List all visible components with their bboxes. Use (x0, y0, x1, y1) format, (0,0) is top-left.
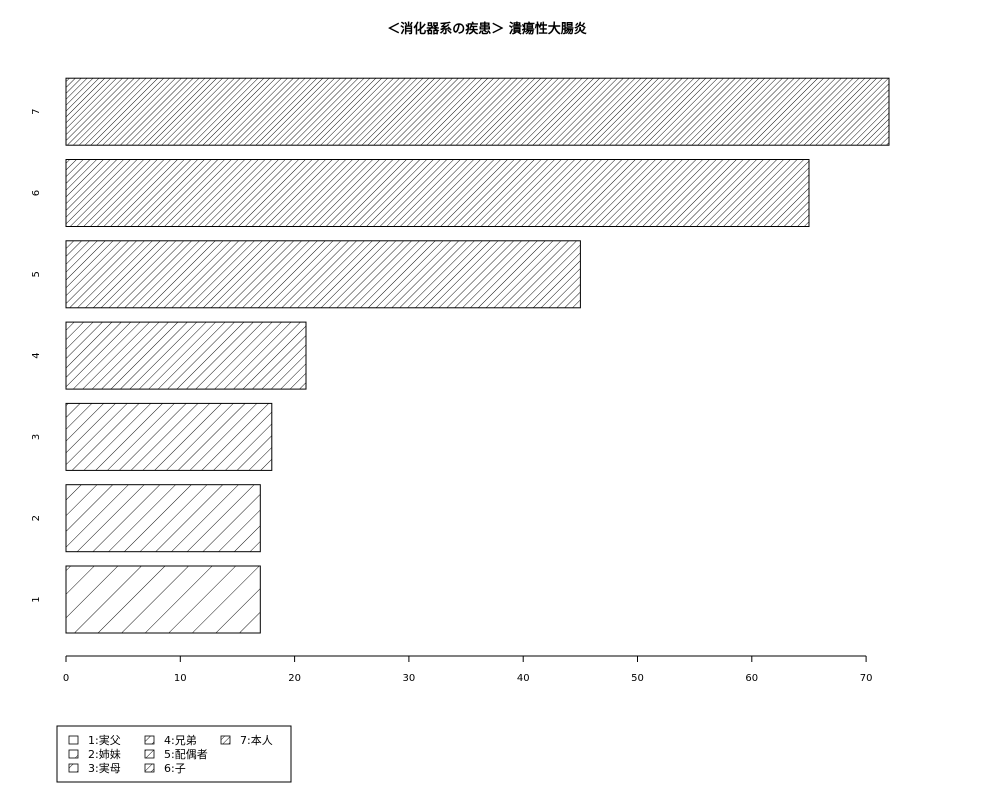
legend-label: 1:実父 (88, 733, 121, 747)
x-tick-label: 20 (288, 673, 301, 684)
bar-7 (65, 77, 890, 146)
legend-swatch (68, 735, 79, 745)
y-tick-label-3: 3 (31, 434, 42, 440)
y-tick-label-1: 1 (31, 596, 42, 602)
y-tick-label-6: 6 (31, 190, 42, 196)
x-tick-label: 0 (63, 673, 69, 684)
bar-5 (65, 240, 581, 309)
x-axis: 0 10 20 30 40 50 60 70 (63, 655, 873, 684)
x-tick-label: 40 (517, 673, 530, 684)
y-tick-label-2: 2 (31, 515, 42, 521)
legend-swatch (144, 735, 155, 745)
bar-6 (65, 159, 810, 227)
bar-4 (65, 321, 307, 390)
bars-group (65, 77, 890, 634)
y-tick-label-4: 4 (31, 352, 42, 358)
bar-1 (65, 565, 261, 634)
x-tick-label: 10 (174, 673, 187, 684)
x-tick-label: 70 (860, 673, 873, 684)
legend-swatch (144, 749, 155, 759)
legend-swatch (68, 749, 79, 759)
legend-swatch (220, 735, 231, 745)
legend-label: 7:本人 (240, 733, 273, 747)
x-tick-label: 60 (745, 673, 758, 684)
legend-label: 4:兄弟 (164, 734, 197, 747)
y-tick-label-5: 5 (31, 271, 42, 277)
bar-2 (65, 484, 261, 553)
y-axis: 1 2 3 4 5 6 7 (31, 109, 42, 603)
x-tick-label: 30 (403, 673, 416, 684)
legend-box (56, 725, 292, 783)
legend-label: 5:配偶者 (164, 748, 208, 761)
bar-3 (65, 402, 273, 471)
y-tick-label-7: 7 (31, 109, 42, 115)
legend-swatch (68, 763, 79, 773)
legend-label: 2:姉妹 (88, 747, 121, 761)
chart-title: ＜消化器系の疾患＞ 潰瘍性大腸炎 (387, 21, 587, 37)
legend-swatch (144, 763, 155, 773)
x-tick-label: 50 (631, 673, 644, 684)
legend-label: 3:実母 (88, 761, 121, 775)
legend-label: 6:子 (164, 762, 186, 775)
